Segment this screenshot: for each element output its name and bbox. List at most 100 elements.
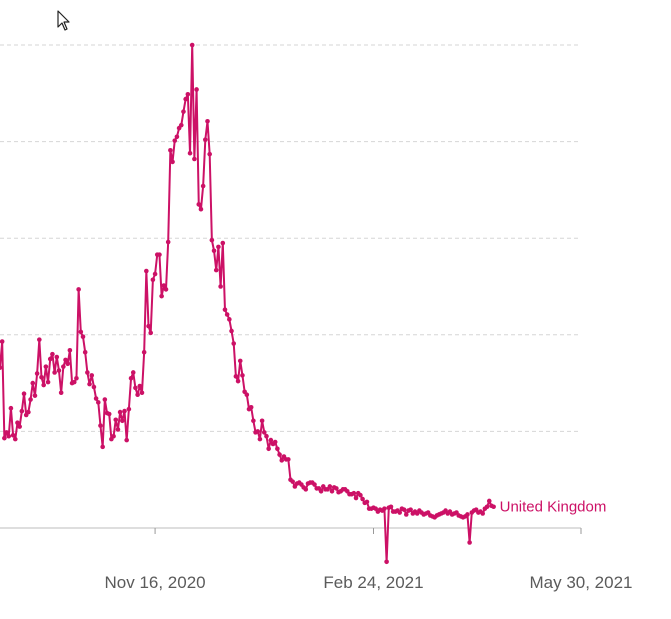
- data-point: [240, 373, 245, 378]
- data-point: [115, 427, 121, 432]
- data-point: [183, 96, 188, 102]
- data-point: [10, 432, 16, 438]
- data-point: [174, 134, 180, 140]
- data-point: [37, 337, 42, 342]
- x-axis-ticks: Nov 16, 2020 Feb 24, 2021 May 30, 2021: [105, 528, 633, 592]
- data-point: [87, 381, 92, 387]
- x-tick-label: May 30, 2021: [529, 573, 632, 592]
- data-point: [0, 339, 5, 344]
- data-point: [178, 122, 184, 128]
- data-point: [50, 351, 55, 357]
- data-point: [19, 408, 25, 414]
- data-point: [211, 248, 217, 254]
- data-point: [185, 91, 191, 97]
- data-point: [268, 437, 274, 443]
- data-point: [259, 418, 265, 424]
- data-point: [80, 334, 86, 340]
- y-gridlines: [0, 44, 581, 432]
- data-point: [388, 504, 394, 510]
- data-point: [213, 267, 219, 273]
- data-point: [165, 239, 171, 245]
- series-line: [0, 44, 495, 563]
- data-point: [465, 512, 470, 517]
- data-point: [58, 390, 64, 396]
- data-point: [139, 390, 145, 396]
- data-point: [113, 417, 119, 423]
- x-tick-label: Nov 16, 2020: [105, 573, 206, 592]
- data-point: [71, 379, 77, 385]
- data-point: [56, 368, 62, 373]
- data-point: [192, 156, 197, 162]
- data-point: [248, 404, 254, 410]
- data-point: [360, 496, 365, 502]
- data-point: [224, 312, 230, 317]
- series-label: United Kingdom: [500, 499, 607, 516]
- data-point: [303, 487, 309, 492]
- data-point: [6, 433, 12, 439]
- x-tick-label: Feb 24, 2021: [323, 573, 423, 592]
- data-point: [227, 317, 232, 322]
- data-point: [150, 277, 156, 283]
- data-point: [207, 151, 212, 157]
- data-point: [266, 446, 271, 452]
- data-point: [222, 307, 228, 312]
- data-point: [102, 397, 108, 402]
- data-point: [128, 375, 134, 381]
- mouse-pointer-icon: [57, 10, 70, 31]
- data-point: [231, 341, 237, 346]
- data-point: [351, 490, 357, 496]
- data-point: [172, 138, 178, 143]
- data-point: [275, 446, 280, 452]
- data-point: [327, 484, 333, 489]
- data-point: [135, 392, 140, 397]
- data-point: [144, 268, 149, 274]
- data-point: [106, 411, 112, 417]
- data-point: [2, 435, 7, 441]
- data-point: [168, 147, 173, 153]
- data-point: [8, 405, 14, 411]
- data-point: [67, 347, 73, 353]
- data-point: [133, 385, 138, 391]
- data-point: [161, 283, 167, 288]
- data-point: [130, 370, 136, 375]
- data-point: [329, 488, 335, 494]
- data-point: [216, 244, 221, 250]
- data-point: [200, 183, 206, 189]
- data-point: [484, 504, 490, 510]
- data-point: [152, 271, 158, 277]
- data-point: [126, 406, 132, 412]
- data-point: [203, 137, 208, 142]
- data-point: [198, 206, 204, 212]
- data-point: [220, 240, 226, 246]
- data-point: [95, 400, 101, 405]
- data-point: [146, 323, 151, 329]
- data-point: [255, 429, 261, 434]
- data-point: [54, 354, 60, 360]
- data-point: [157, 252, 162, 257]
- data-point: [229, 328, 234, 334]
- data-point: [120, 418, 125, 424]
- data-point: [61, 364, 66, 369]
- data-point: [491, 504, 496, 510]
- data-point: [251, 418, 256, 424]
- series-group: United Kingdom: [0, 42, 607, 565]
- data-point: [74, 375, 79, 381]
- data-point: [63, 357, 68, 363]
- data-point: [170, 159, 175, 165]
- data-point: [100, 444, 105, 450]
- data-point: [257, 436, 263, 442]
- data-point: [486, 498, 492, 504]
- data-point: [141, 349, 147, 355]
- data-point: [117, 409, 123, 415]
- data-point: [189, 42, 195, 48]
- data-point: [397, 510, 403, 515]
- data-point: [187, 150, 193, 156]
- data-point: [15, 420, 20, 426]
- data-point: [39, 375, 44, 380]
- data-point: [467, 540, 472, 545]
- data-point: [194, 87, 199, 92]
- data-point: [122, 408, 127, 414]
- data-point: [32, 393, 38, 398]
- data-point: [264, 433, 269, 439]
